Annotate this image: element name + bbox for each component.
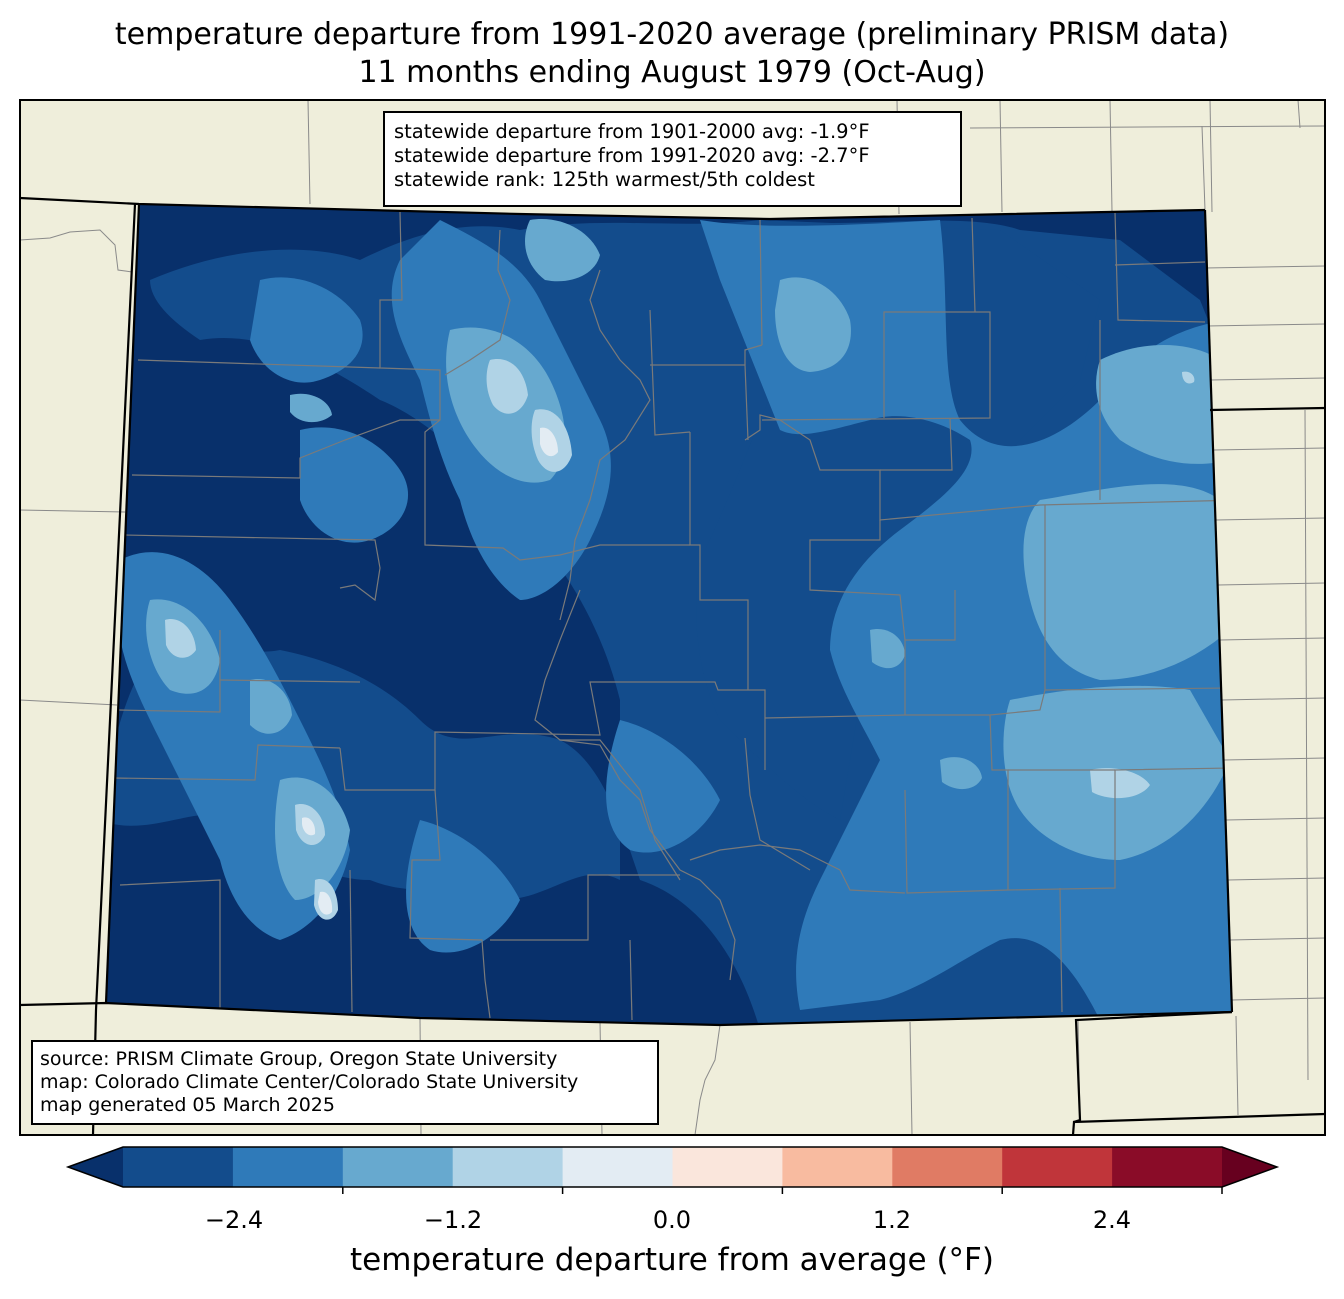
map-title-line2: 11 months ending August 1979 (Oct-Aug) [358,55,986,90]
map-frame [19,99,1326,1136]
colorbar-tick-label: 0.0 [652,1206,692,1234]
temperature-field [106,204,1232,1025]
county-lines [111,211,1232,1021]
source-line: source: PRISM Climate Group, Oregon Stat… [40,1048,558,1070]
colorbar-segment [452,1147,564,1187]
colorbar-segment [782,1147,893,1187]
stats-departure-1991-2020: statewide departure from 1991-2020 avg: … [394,144,870,167]
colorbar-outline [65,1146,1280,1188]
stats-rank: statewide rank: 125th warmest/5th coldes… [394,168,815,191]
state-borders [19,196,1326,1136]
map-credit-line: map: Colorado Climate Center/Colorado St… [40,1071,579,1093]
colorbar-segment [892,1147,1003,1187]
colorbar-label: temperature departure from average (°F) [350,1242,994,1278]
colorbar [65,1146,1280,1194]
colorbar-tick-label: −1.2 [423,1206,483,1234]
colorbar-extend-high [1222,1147,1277,1187]
colorbar-extend-low [68,1147,123,1187]
source-box: source: PRISM Climate Group, Oregon Stat… [31,1040,659,1125]
colorbar-tick-label: 2.4 [1092,1206,1132,1234]
map-title-line1: temperature departure from 1991-2020 ave… [114,17,1230,52]
colorbar-segment [1002,1147,1113,1187]
colorbar-segment [672,1147,783,1187]
colorbar-tick-label: −2.4 [204,1206,264,1234]
colorbar-segment [123,1147,234,1187]
colorbar-segment [562,1147,673,1187]
colorbar-segment [1112,1147,1223,1187]
generated-date-line: map generated 05 March 2025 [40,1094,335,1116]
colorbar-tick-label: 1.2 [872,1206,912,1234]
stats-departure-1901-2000: statewide departure from 1901-2000 avg: … [394,120,870,143]
statewide-stats-box: statewide departure from 1901-2000 avg: … [383,111,962,207]
colorbar-segment [232,1147,344,1187]
colorbar-segment [342,1147,454,1187]
